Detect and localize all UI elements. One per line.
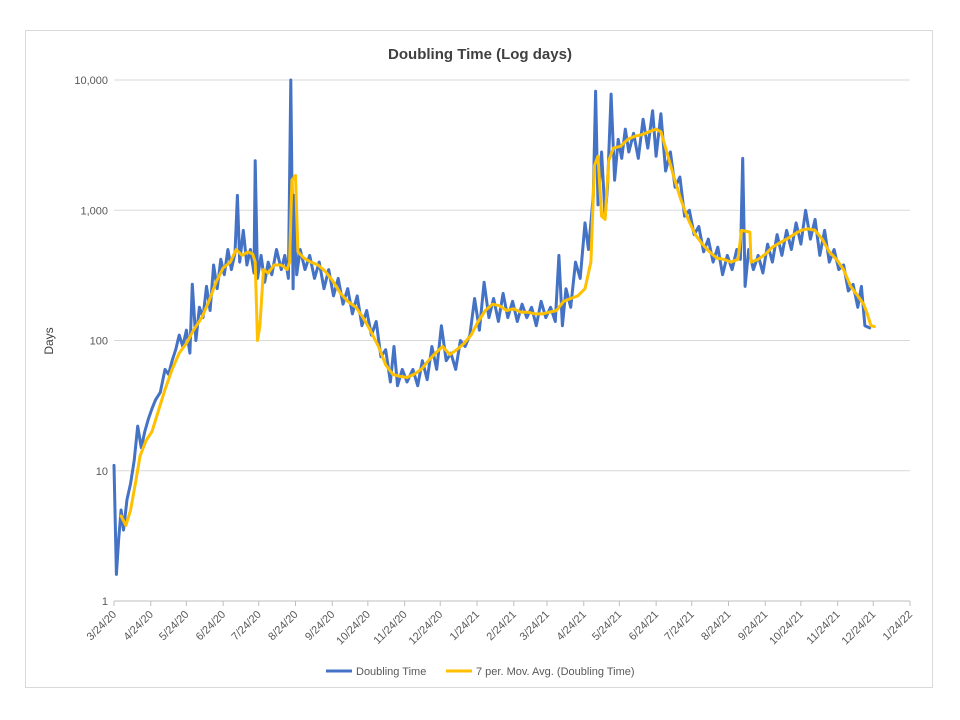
y-tick-label: 1,000 xyxy=(80,205,108,217)
x-tick-label: 3/24/20 xyxy=(85,609,119,643)
chart-svg: Doubling Time (Log days) 1 10 100 1,000 10,0… xyxy=(42,46,915,678)
x-tick-label: 4/24/21 xyxy=(554,609,588,643)
legend-label-moving-average: 7 per. Mov. Avg. (Doubling Time) xyxy=(476,666,635,678)
x-tick-label: 8/24/21 xyxy=(699,609,733,643)
series-line-moving-average xyxy=(119,127,876,527)
x-tick-label: 10/24/21 xyxy=(767,609,806,648)
y-axis-ticks: 1 10 100 1,000 10,000 xyxy=(74,75,108,608)
y-tick-label: 1 xyxy=(102,596,108,608)
x-tick-label: 5/24/21 xyxy=(590,609,624,643)
x-tick-label: 1/24/21 xyxy=(448,609,482,643)
x-tick-label: 12/24/20 xyxy=(407,609,446,648)
x-tick-label: 1/24/22 xyxy=(881,609,915,643)
x-tick-label: 2/24/21 xyxy=(484,609,518,643)
y-tick-label: 100 xyxy=(90,336,108,348)
grid-layer xyxy=(114,79,910,602)
x-tick-label: 6/24/21 xyxy=(627,609,661,643)
x-tick-label: 4/24/20 xyxy=(121,609,155,643)
x-tick-label: 5/24/20 xyxy=(157,609,191,643)
chart-container: Doubling Time (Log days) 1 10 100 1,000 10,0… xyxy=(25,30,933,688)
x-tick-label: 12/24/21 xyxy=(840,609,879,648)
legend-label-doubling-time: Doubling Time xyxy=(356,666,426,678)
x-tick-label: 3/24/21 xyxy=(518,609,552,643)
chart-title: Doubling Time (Log days) xyxy=(388,46,572,63)
x-tick-label: 6/24/20 xyxy=(194,609,228,643)
x-tick-label: 11/24/20 xyxy=(372,609,410,647)
x-tick-label: 10/24/20 xyxy=(334,609,373,648)
x-tick-label: 7/24/21 xyxy=(662,609,696,643)
x-axis-ticks: 3/24/20 4/24/20 5/24/20 6/24/20 7/24/20 8/24/… xyxy=(85,601,915,647)
y-axis-title: Days xyxy=(42,327,56,354)
series-layer xyxy=(112,78,876,576)
legend: Doubling Time 7 per. Mov. Avg. (Doubling… xyxy=(326,666,635,678)
x-tick-label: 9/24/20 xyxy=(303,609,337,643)
x-tick-label: 7/24/20 xyxy=(229,609,263,643)
y-tick-label: 10,000 xyxy=(74,75,108,87)
x-tick-label: 9/24/21 xyxy=(736,609,770,643)
x-tick-label: 8/24/20 xyxy=(266,609,300,643)
x-tick-label: 11/24/21 xyxy=(805,609,843,647)
series-line-doubling-time xyxy=(112,78,872,576)
y-tick-label: 10 xyxy=(96,466,108,478)
